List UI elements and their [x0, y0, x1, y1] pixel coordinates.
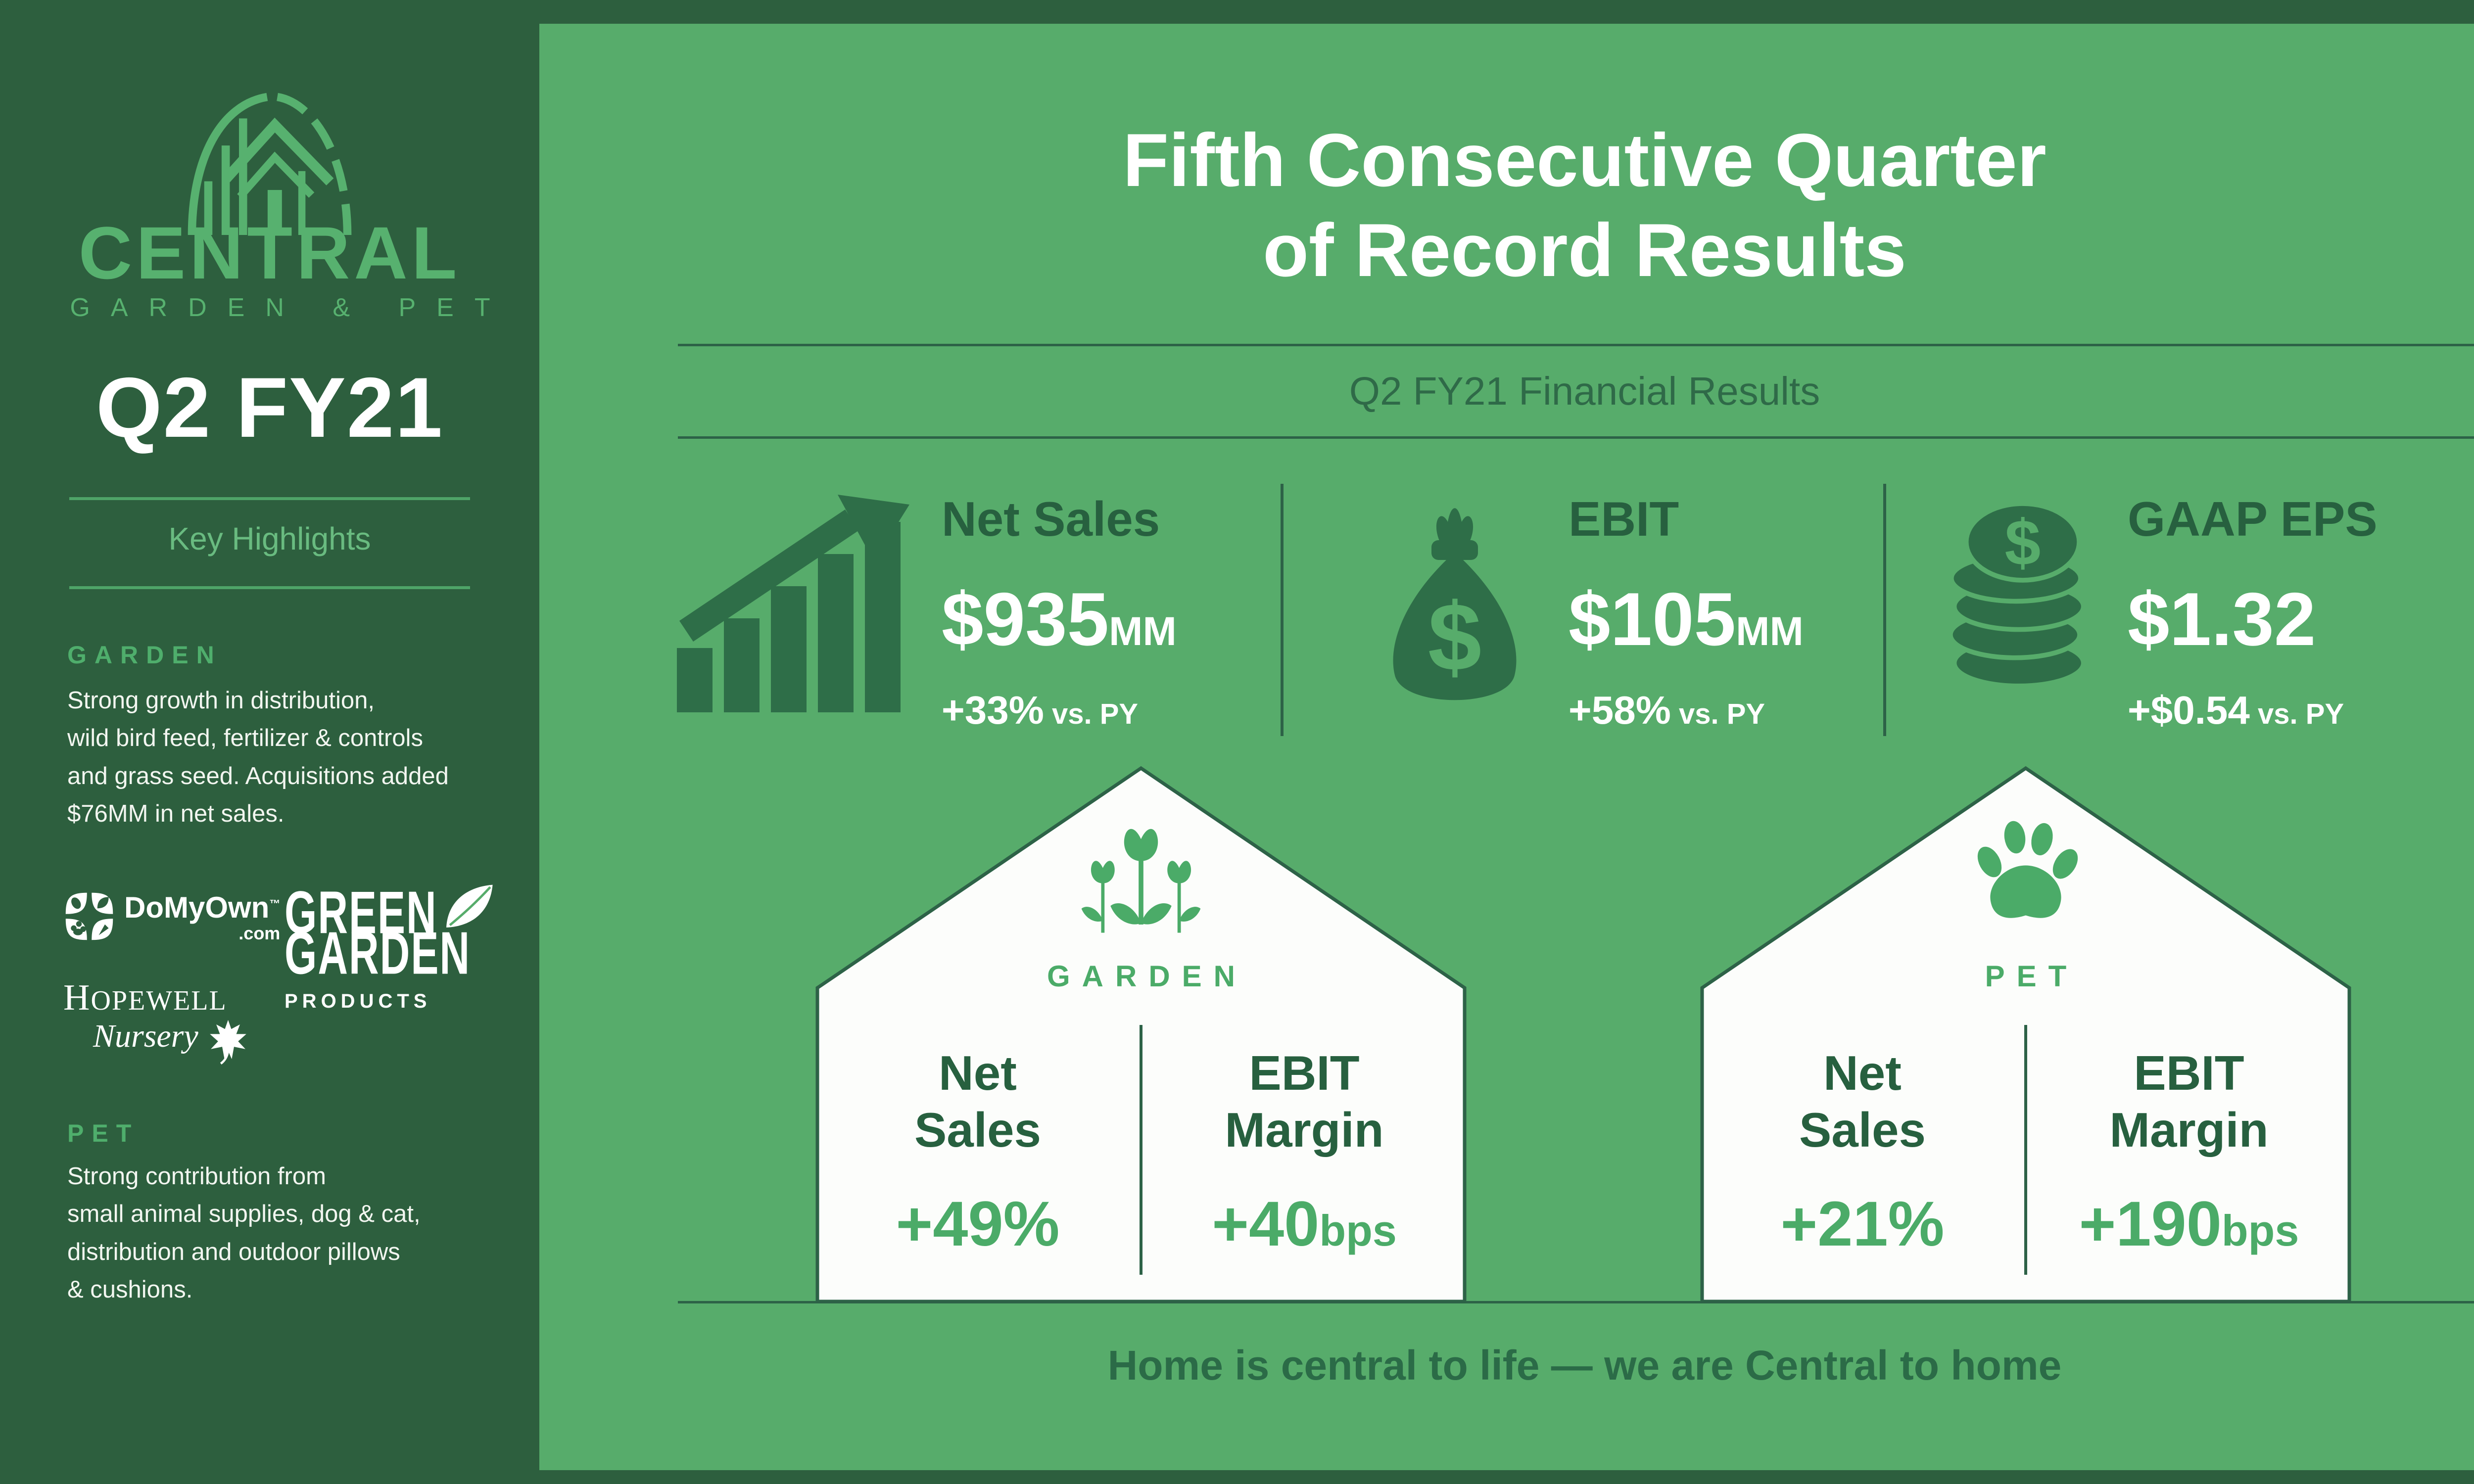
leaf-icon: [440, 874, 500, 936]
subtitle: Q2 FY21 Financial Results: [1349, 369, 1820, 413]
dollar-glyph: $: [2005, 507, 2041, 579]
garden-section-text: Strong growth in distribution, wild bird…: [67, 687, 449, 828]
hopewell-nursery-logo: HOPEWELL Nursery: [63, 977, 281, 1067]
domyown-com: .com: [238, 923, 281, 943]
green-garden-line2: GARDEN: [285, 919, 471, 987]
kpi-value: $935: [942, 577, 1109, 661]
pet-section-text: Strong contribution from small animal su…: [67, 1163, 421, 1303]
coin-stack-icon: $: [1947, 495, 2095, 695]
green-garden-products-logo: GREEN GARDEN PRODUCTS: [285, 879, 493, 1013]
pet-ebit-margin-metric: EBIT Margin +190bps: [2060, 1045, 2318, 1256]
hopewell-wordmark: HOPEWELL: [63, 977, 227, 1018]
garden-ebit-margin-metric: EBIT Margin +40bps: [1176, 1045, 1433, 1256]
green-garden-products: PRODUCTS: [285, 990, 431, 1012]
money-bag-icon: $: [1373, 495, 1536, 720]
paw-icon: [1699, 812, 2352, 931]
metric-title-line2: Margin: [2109, 1102, 2269, 1157]
kpi-vs: vs. PY: [2249, 698, 2344, 730]
metric-value: +21%: [1780, 1189, 1945, 1260]
divider-line: [69, 497, 470, 500]
hopewell-script: Nursery: [93, 1018, 198, 1054]
central-house-arch-icon: [0, 82, 539, 237]
metric-title-line1: Net: [939, 1046, 1017, 1100]
brand-tagline: GARDEN & PET: [70, 293, 511, 322]
domyown-flower-icon: [63, 890, 115, 945]
pet-section-label: PET: [67, 1119, 140, 1147]
house-divider: [2024, 1025, 2027, 1275]
domyown-name: DoMyOwn: [124, 891, 270, 924]
kpi-delta: +58%: [1569, 688, 1671, 732]
rule-above-subtitle: [678, 344, 2474, 346]
pet-net-sales-metric: Net Sales +21%: [1734, 1045, 1991, 1256]
garden-house-label: GARDEN: [1047, 960, 1247, 993]
tulips-icon: [814, 812, 1468, 946]
metric-title-line2: Sales: [914, 1102, 1042, 1157]
metric-value: +190: [2079, 1189, 2222, 1260]
maple-leaf-icon: [205, 1019, 251, 1067]
quarter-label: Q2 FY21: [95, 360, 444, 455]
kpi-divider: [1281, 484, 1284, 736]
kpi-gaap-eps: $ GAAP EPS $1.32 +$0.54 vs. PY: [1947, 495, 2378, 730]
metric-title-line2: Sales: [1799, 1102, 1926, 1157]
metric-suffix: bps: [2221, 1206, 2299, 1255]
rule-below-subtitle: [678, 436, 2474, 439]
metric-value: +40: [1212, 1189, 1320, 1260]
domyown-logo: DoMyOwn™ .com: [63, 890, 280, 945]
kpi-delta: +33%: [942, 688, 1044, 732]
domyown-wordmark: DoMyOwn™ .com: [124, 893, 280, 942]
kpi-label: GAAP EPS: [2128, 492, 2378, 546]
metric-suffix: bps: [1319, 1206, 1397, 1255]
page-title-line2: of Record Results: [1263, 208, 1906, 292]
metric-title-line2: Margin: [1225, 1102, 1384, 1157]
kpi-value: $105: [1569, 577, 1736, 661]
pet-house-label: PET: [1985, 960, 2079, 993]
kpi-vs: vs. PY: [1670, 698, 1765, 730]
brand-name: CENTRAL: [78, 211, 461, 294]
kpi-unit: MM: [1109, 609, 1177, 654]
kpi-label: Net Sales: [942, 492, 1160, 546]
kpi-delta: +$0.54: [2128, 688, 2250, 732]
dollar-glyph: $: [1428, 583, 1481, 691]
pet-house-panel: PET Net Sales +21% EBIT Margin +190bps: [1699, 765, 2352, 1304]
metric-value: +49%: [896, 1189, 1060, 1260]
green-garden-line1: GREEN: [285, 879, 437, 946]
garden-house-panel: GARDEN Net Sales +49% EBIT Margin +40bps: [814, 765, 1468, 1304]
kpi-vs: vs. PY: [1044, 698, 1139, 730]
garden-net-sales-metric: Net Sales +49%: [849, 1045, 1106, 1256]
metric-title-line1: Net: [1823, 1046, 1902, 1100]
kpi-unit: MM: [1736, 609, 1804, 654]
kpi-ebit: $ EBIT $105MM +58% vs. PY: [1373, 495, 1804, 730]
kpi-divider: [1883, 484, 1886, 736]
divider-line: [69, 586, 470, 589]
house-divider: [1140, 1025, 1142, 1275]
kpi-value: $1.32: [2128, 577, 2316, 661]
tagline: Home is central to life — we are Central…: [1107, 1342, 2062, 1389]
page-title-line1: Fifth Consecutive Quarter: [1123, 118, 2046, 202]
bar-chart-arrow-icon: [677, 495, 909, 715]
garden-section-label: GARDEN: [67, 641, 222, 669]
key-highlights-heading: Key Highlights: [168, 521, 371, 556]
domyown-tm: ™: [269, 897, 281, 910]
metric-title-line1: EBIT: [2134, 1046, 2244, 1100]
baseline-rule: [678, 1301, 2474, 1303]
kpi-net-sales: Net Sales $935MM +33% vs. PY: [677, 495, 1177, 730]
metric-title-line1: EBIT: [1249, 1046, 1360, 1100]
kpi-label: EBIT: [1569, 492, 1679, 546]
